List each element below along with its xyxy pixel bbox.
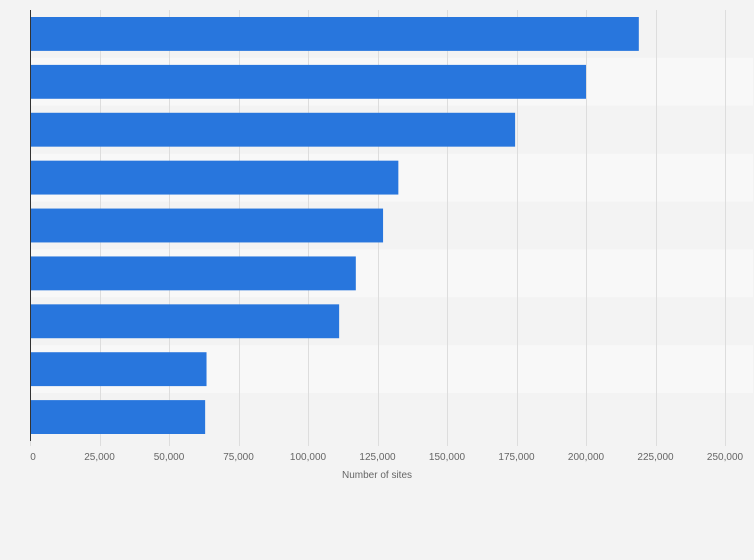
bar (30, 304, 340, 339)
bar (30, 400, 206, 434)
x-tick-label: 200,000 (568, 452, 605, 463)
bar (30, 208, 384, 243)
bars (30, 17, 639, 434)
x-tick-label: 125,000 (359, 452, 396, 463)
bar (30, 352, 207, 387)
x-tick-label: 75,000 (223, 452, 254, 463)
x-tick-label: 225,000 (637, 452, 674, 463)
x-tick-label: 250,000 (707, 452, 744, 463)
x-tick-label: 0 (30, 452, 36, 463)
x-tick-labels: 0 25,000 50,000 75,000 100,000 125,000 150,000… (30, 441, 744, 463)
x-tick-label: 25,000 (84, 452, 115, 463)
x-tick-label: 150,000 (429, 452, 466, 463)
bar (30, 256, 356, 291)
x-tick-label: 175,000 (498, 452, 535, 463)
bar (30, 64, 586, 99)
x-tick-label: 100,000 (290, 452, 327, 463)
x-tick-label: 50,000 (154, 452, 185, 463)
bar (30, 160, 399, 195)
bar (30, 17, 639, 51)
x-axis-title: Number of sites (342, 470, 412, 481)
bar (30, 112, 516, 147)
